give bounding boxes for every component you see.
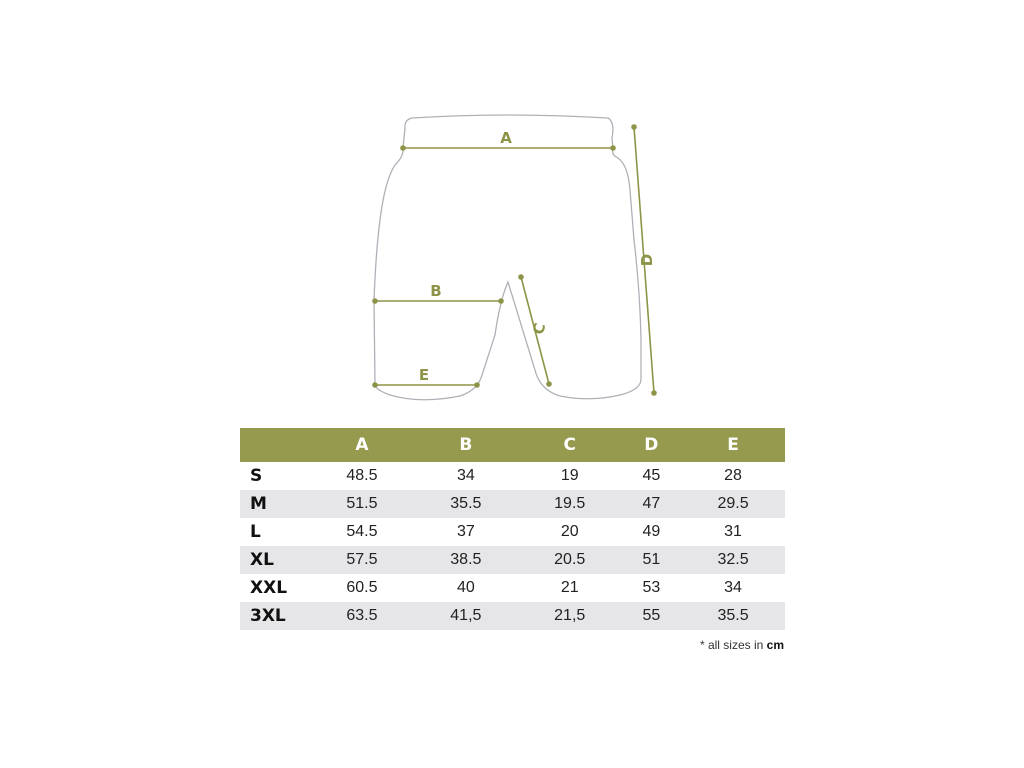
measurement-cell: 31 — [724, 523, 742, 540]
svg-text:D: D — [638, 254, 656, 266]
measurement-cell: 51 — [621, 546, 682, 574]
measurement-cell: 53 — [642, 579, 661, 596]
measurement-cell: 28 — [724, 467, 742, 484]
measurement-cell: 38.5 — [413, 546, 518, 574]
measure-e: E — [372, 366, 480, 388]
measurement-cell: 51.5 — [310, 490, 414, 518]
table-row: 3XL 63.5 41,5 21,5 55 35.5 — [240, 602, 785, 630]
shorts-diagram: A B C D E — [372, 114, 657, 401]
measurement-cell: 63.5 — [310, 602, 414, 630]
footnote: * all sizes in cm — [700, 638, 784, 652]
table-row: S 48.5 34 19 45 28 — [240, 462, 785, 490]
size-label: 3XL — [240, 602, 310, 630]
footnote-unit: cm — [766, 638, 784, 652]
measure-a: A — [400, 129, 616, 151]
measurement-cell: 45 — [642, 467, 661, 484]
measurement-cell: 54.5 — [346, 523, 378, 540]
header-a: A — [310, 428, 414, 462]
size-table: A B C D E S 48.5 34 19 45 28 M 51.5 35.5 19.5 47 29… — [240, 428, 785, 630]
measurement-cell: 37 — [456, 523, 475, 540]
measurement-cell: 20.5 — [517, 546, 622, 574]
measurement-cell: 34 — [724, 579, 742, 596]
header-e: E — [681, 428, 785, 462]
measure-c: C — [518, 274, 552, 387]
table-row: XL 57.5 38.5 20.5 51 32.5 — [240, 546, 785, 574]
svg-text:E: E — [419, 366, 429, 384]
measurement-cell: 35.5 — [413, 490, 518, 518]
table-row: XXL 60.5 40 21 53 34 — [240, 574, 785, 602]
measurement-cell: 49 — [642, 523, 661, 540]
measurement-cell: 19 — [560, 467, 579, 484]
measurement-cell: 21 — [560, 579, 579, 596]
svg-text:B: B — [430, 282, 441, 300]
header-c: C — [517, 428, 622, 462]
measurement-cell: 29.5 — [681, 490, 785, 518]
size-label: L — [250, 522, 261, 542]
measurement-cell: 40 — [456, 579, 475, 596]
measure-d: D — [631, 124, 657, 396]
header-size — [240, 428, 310, 462]
measurement-cell: 55 — [621, 602, 682, 630]
measurement-cell: 57.5 — [310, 546, 414, 574]
measurement-cell: 35.5 — [681, 602, 785, 630]
shorts-outline — [373, 114, 642, 401]
measurement-cell: 32.5 — [681, 546, 785, 574]
measurement-cell: 41,5 — [413, 602, 518, 630]
measure-b: B — [372, 282, 504, 304]
size-label: XXL — [250, 578, 288, 598]
size-label: M — [240, 490, 310, 518]
size-label: XL — [240, 546, 310, 574]
svg-text:A: A — [500, 129, 512, 147]
size-label: S — [250, 466, 263, 486]
measurement-cell: 19.5 — [517, 490, 622, 518]
header-b: B — [413, 428, 518, 462]
table-header: A B C D E — [240, 428, 785, 462]
table-row: L 54.5 37 20 49 31 — [240, 518, 785, 546]
table-row: M 51.5 35.5 19.5 47 29.5 — [240, 490, 785, 518]
footnote-text: * all sizes in — [699, 638, 764, 652]
svg-text:C: C — [529, 321, 549, 336]
measurement-cell: 60.5 — [346, 579, 378, 596]
measurement-cell: 47 — [621, 490, 682, 518]
measurement-cell: 20 — [560, 523, 579, 540]
measurement-cell: 21,5 — [517, 602, 622, 630]
measurement-cell: 48.5 — [346, 467, 378, 484]
measurement-cell: 34 — [456, 467, 475, 484]
header-d: D — [621, 428, 682, 462]
